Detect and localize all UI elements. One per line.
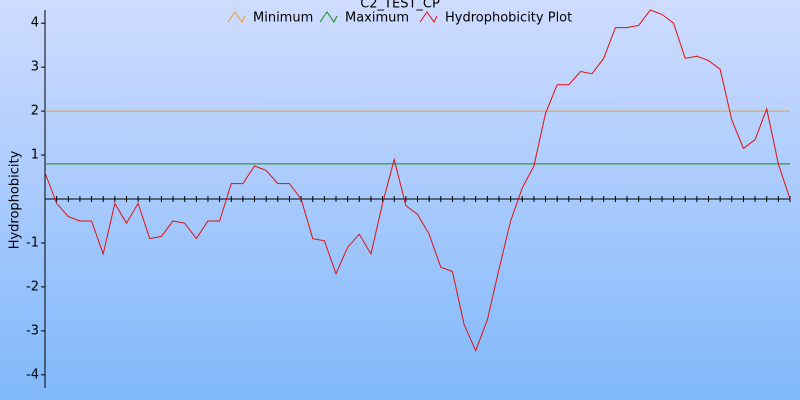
legend-icon	[319, 11, 338, 23]
y-tick-label: -1	[26, 235, 39, 250]
y-tick-label: 3	[31, 60, 39, 75]
y-tick-label: -4	[26, 367, 39, 382]
legend-label: Hydrophobicity Plot	[445, 11, 572, 26]
y-tick-label: -3	[26, 323, 39, 338]
y-tick-label: 1	[31, 148, 39, 163]
y-tick-label: 4	[31, 16, 39, 31]
legend-label: Minimum	[253, 11, 313, 26]
legend-icon	[227, 11, 246, 23]
y-axis-label: Hydrophobicity	[8, 150, 23, 249]
legend-icon	[419, 11, 438, 23]
y-tick-label: -2	[26, 279, 39, 294]
legend-label: Maximum	[345, 11, 409, 26]
chart-title: C2_TEST_CP	[360, 0, 440, 12]
data-line	[44, 9, 791, 352]
y-tick-label: 2	[31, 104, 39, 119]
